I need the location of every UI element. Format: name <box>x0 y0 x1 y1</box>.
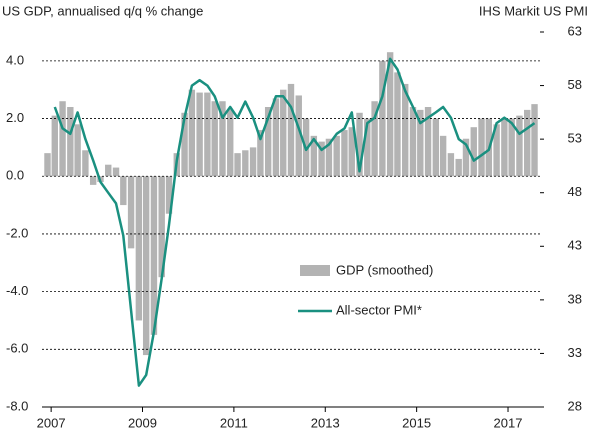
y-tick-label: 4.0 <box>6 52 24 67</box>
bar <box>67 107 74 177</box>
legend-label: GDP (smoothed) <box>336 262 433 277</box>
bar <box>462 138 470 177</box>
y2-tick-label: 33 <box>568 345 582 360</box>
bar <box>188 89 196 177</box>
y2-title: IHS Markit US PMI <box>479 3 588 18</box>
y2-tick-label: 63 <box>568 23 582 38</box>
bar <box>242 150 249 177</box>
bar <box>333 135 340 177</box>
bar <box>272 98 280 177</box>
bar <box>204 92 211 177</box>
x-tick-label: 2009 <box>128 415 157 430</box>
bar <box>417 109 424 177</box>
bar <box>348 127 355 177</box>
y-tick-label: -8.0 <box>6 398 28 413</box>
bar <box>127 176 135 249</box>
bar <box>249 147 257 177</box>
bar <box>424 107 432 177</box>
bar <box>287 83 295 177</box>
bar <box>44 153 51 177</box>
bar <box>371 101 378 177</box>
bar <box>227 109 234 177</box>
bar <box>264 107 272 177</box>
bar <box>493 124 500 177</box>
bar <box>402 83 409 177</box>
y-tick-label: 2.0 <box>6 110 24 125</box>
y-tick-label: -6.0 <box>6 341 28 356</box>
bar <box>120 176 127 206</box>
bar <box>501 118 508 177</box>
bar <box>142 176 150 356</box>
bar <box>531 104 538 177</box>
y2-tick-label: 53 <box>568 131 582 146</box>
bar <box>432 118 440 177</box>
bar <box>280 89 287 177</box>
bar <box>82 150 89 177</box>
bar <box>181 112 188 177</box>
bar <box>74 124 81 177</box>
bar <box>478 118 485 177</box>
bar <box>234 153 241 177</box>
bar <box>310 135 318 177</box>
x-tick-label: 2013 <box>311 415 340 430</box>
bar <box>112 167 120 177</box>
bar <box>257 130 264 177</box>
x-tick-label: 2017 <box>494 415 523 430</box>
bar <box>150 176 158 335</box>
bar <box>318 141 325 177</box>
chart-title: US GDP, annualised q/q % change <box>2 3 203 18</box>
bar <box>455 158 462 177</box>
bar <box>211 101 218 177</box>
bar <box>59 101 66 177</box>
bar <box>356 112 363 177</box>
bar <box>364 118 371 177</box>
bar <box>516 115 523 177</box>
bar <box>447 153 455 177</box>
x-tick-label: 2011 <box>220 415 248 430</box>
pmi-line <box>53 57 536 387</box>
bar <box>165 176 173 214</box>
bar <box>219 101 226 177</box>
bar <box>409 107 417 177</box>
bar <box>158 176 165 278</box>
y2-tick-label: 28 <box>568 398 582 413</box>
bar <box>470 127 477 177</box>
bar <box>439 135 447 177</box>
bar <box>325 138 333 177</box>
x-tick-label: 2015 <box>402 415 431 430</box>
bar <box>524 109 531 177</box>
bar <box>295 95 302 177</box>
y-tick-label: 0.0 <box>6 168 24 183</box>
bar <box>508 118 515 177</box>
bar <box>386 52 394 177</box>
y2-tick-label: 48 <box>568 184 582 199</box>
y-tick-label: -4.0 <box>6 283 28 298</box>
bar <box>51 115 58 177</box>
bar <box>341 130 348 177</box>
y2-tick-label: 43 <box>568 238 582 253</box>
bar <box>135 176 143 321</box>
x-tick-label: 2007 <box>37 415 66 430</box>
y2-tick-label: 58 <box>568 77 582 92</box>
y-tick-label: -2.0 <box>6 225 28 240</box>
bar <box>89 176 97 185</box>
bar <box>196 92 203 177</box>
legend-label: All-sector PMI* <box>336 302 422 317</box>
legend-swatch-bar <box>300 265 330 276</box>
bar <box>105 164 112 177</box>
bar <box>394 72 401 177</box>
y2-tick-label: 38 <box>568 291 582 306</box>
